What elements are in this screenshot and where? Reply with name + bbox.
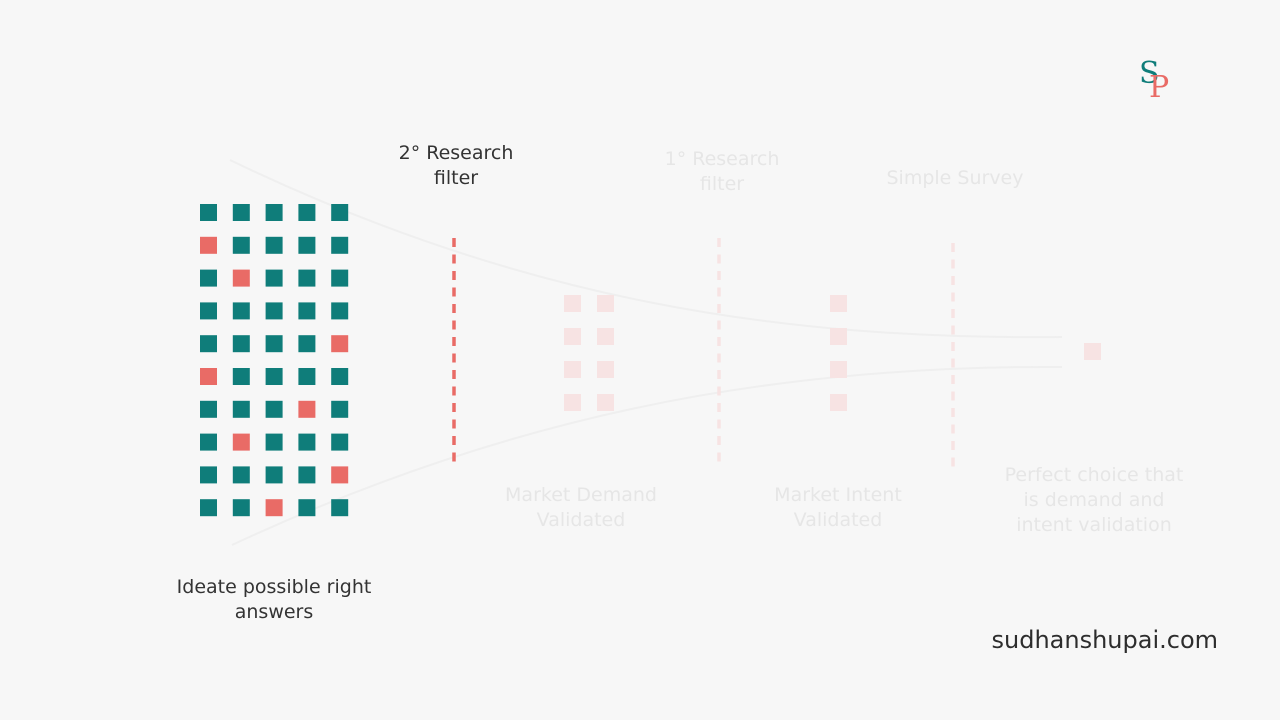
idea-square-highlighted (331, 335, 349, 353)
idea-square (298, 433, 316, 451)
filters (452, 238, 955, 472)
idea-square (298, 335, 316, 353)
idea-square (265, 368, 283, 385)
intent-validated-square (830, 394, 847, 411)
demand-validated-square (564, 394, 581, 411)
idea-square-highlighted (200, 236, 217, 254)
idea-square (298, 368, 316, 385)
perfect-choice-label: Perfect choice that is demand and intent… (1004, 464, 1184, 536)
market-demand-validated-label: Market Demand Validated (505, 484, 657, 531)
idea-square (200, 466, 217, 484)
idea-square (331, 302, 349, 320)
idea-square (298, 236, 316, 254)
primary-research-filter-label: 1° Research filter (664, 148, 780, 195)
idea-square (298, 466, 316, 484)
final-choice-square (1084, 343, 1101, 360)
brand-logo: S P (1130, 56, 1180, 112)
idea-square (265, 433, 283, 451)
intent-validated-group (830, 295, 847, 411)
idea-square (200, 400, 217, 418)
idea-square (232, 204, 250, 221)
demand-validated-square (597, 328, 614, 345)
idea-square (331, 433, 349, 451)
idea-square-highlighted (298, 400, 316, 418)
idea-square (265, 466, 283, 484)
idea-square (200, 302, 217, 320)
intent-validated-square (830, 295, 847, 312)
idea-square (200, 269, 217, 287)
idea-square (200, 335, 217, 353)
idea-square (265, 269, 283, 287)
idea-square (265, 335, 283, 353)
logo-letter-p: P (1149, 70, 1170, 105)
idea-square-highlighted (232, 433, 250, 451)
idea-square (232, 400, 250, 418)
funnel-lines (229, 159, 1063, 546)
idea-square (200, 433, 217, 451)
idea-square-highlighted (265, 499, 283, 517)
idea-square (265, 236, 283, 254)
idea-square (232, 302, 250, 320)
final-choice-group (1084, 343, 1101, 360)
simple-survey-label: Simple Survey (886, 167, 1024, 189)
idea-square (265, 204, 283, 221)
idea-square (298, 499, 316, 517)
idea-square (298, 302, 316, 320)
demand-validated-square (597, 295, 614, 312)
idea-square (265, 302, 283, 320)
demand-validated-square (597, 361, 614, 378)
funnel-lower-curve (231, 365, 1063, 546)
idea-square (298, 204, 316, 221)
idea-square (331, 400, 349, 418)
idea-square (331, 269, 349, 287)
idea-square-highlighted (200, 368, 217, 385)
idea-square-highlighted (331, 466, 349, 484)
idea-square (331, 499, 349, 517)
intent-validated-square (830, 328, 847, 345)
idea-square (232, 335, 250, 353)
idea-square-highlighted (232, 269, 250, 287)
idea-square (265, 400, 283, 418)
idea-square (232, 236, 250, 254)
secondary-research-filter-label: 2° Research filter (398, 142, 514, 189)
idea-square (331, 236, 349, 254)
website-url: sudhanshupai.com (991, 626, 1219, 654)
demand-validated-square (564, 328, 581, 345)
logo-letter-s: S (1139, 56, 1160, 91)
idea-square (331, 368, 349, 385)
demand-validated-square (564, 295, 581, 312)
idea-square (232, 466, 250, 484)
idea-square (331, 204, 349, 221)
funnel-upper-curve (229, 159, 1063, 339)
market-intent-validated-label: Market Intent Validated (774, 484, 902, 531)
demand-validated-square (597, 394, 614, 411)
intent-validated-square (830, 361, 847, 378)
idea-square (200, 499, 217, 517)
idea-square (232, 499, 250, 517)
demand-validated-group (564, 295, 614, 411)
idea-square (200, 204, 217, 221)
idea-square (232, 368, 250, 385)
idea-grid (200, 204, 349, 517)
demand-validated-square (564, 361, 581, 378)
idea-square (298, 269, 316, 287)
ideate-label: Ideate possible right answers (176, 576, 372, 623)
